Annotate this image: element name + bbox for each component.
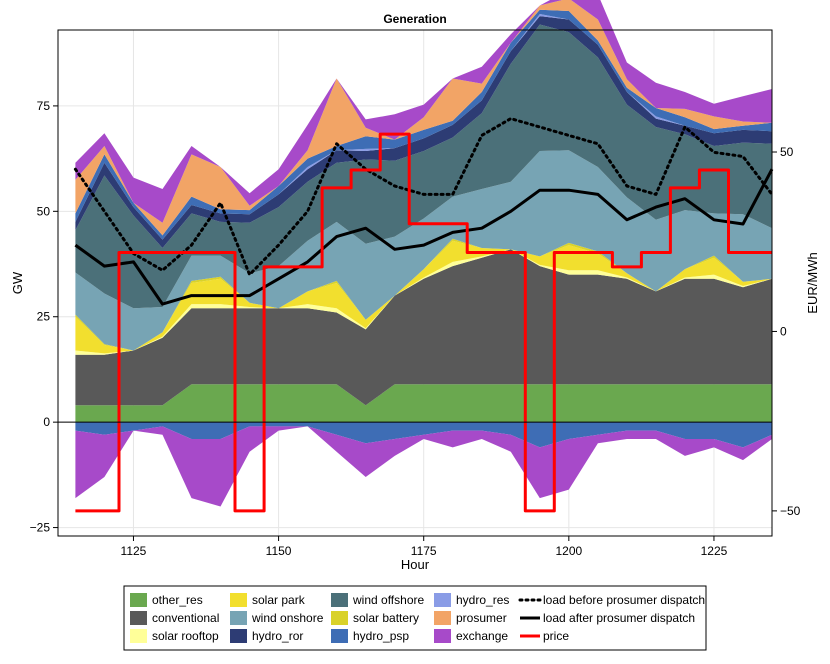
y-axis-ticks: −25 0 25 50 75: [30, 99, 58, 535]
y-tick-label--25: −25: [30, 521, 51, 535]
pos-conventional-area: [75, 249, 772, 406]
legend-label-hydro-res: hydro_res: [456, 593, 509, 607]
legend-item-load-before-prosumer-dispatch: load before prosumer dispatch: [518, 593, 705, 607]
y2-tick-label--50: −50: [780, 504, 801, 518]
x-tick-label-1175: 1175: [411, 544, 437, 558]
x-axis-ticks: 1125 1150 1175 1200 1225: [121, 536, 728, 558]
chart-title: Generation: [383, 12, 446, 26]
legend-swatch-other-res: [130, 593, 147, 607]
legend-swatch-solar-rooftop: [130, 629, 147, 643]
legend-item-prosumer: prosumer: [434, 611, 507, 625]
legend-item-load-after-prosumer-dispatch: load after prosumer dispatch: [520, 611, 695, 625]
y2-axis-label: EUR/MWh: [805, 252, 820, 313]
legend-label-prosumer: prosumer: [456, 611, 507, 625]
legend-item-other-res: other_res: [130, 593, 203, 607]
x-tick-label-1125: 1125: [121, 544, 147, 558]
x-axis-label: Hour: [401, 557, 430, 572]
pos-exchange-area: [75, 0, 772, 223]
legend-item-exchange: exchange: [434, 629, 508, 643]
pos-hydro-ror-area: [75, 16, 772, 248]
legend-swatch-hydro-ror: [230, 629, 247, 643]
pos-wind-offshore-area: [75, 24, 772, 309]
plot-frame: [57, 29, 773, 537]
legend-swatch-wind-offshore: [331, 593, 348, 607]
legend-label-conventional: conventional: [152, 611, 219, 625]
legend-item-wind-onshore: wind onshore: [230, 611, 324, 625]
legend-label-hydro-ror: hydro_ror: [252, 629, 303, 643]
legend-item-solar-park: solar park: [230, 593, 306, 607]
legend-label-exchange: exchange: [456, 629, 508, 643]
y2-axis-ticks: −50 0 50: [772, 145, 801, 518]
legend-label-wind-onshore: wind onshore: [251, 611, 324, 625]
legend-item-price: price: [520, 629, 569, 643]
legend-label-load-before-prosumer-dispatch: load before prosumer dispatch: [543, 593, 705, 607]
legend-label-solar-battery: solar battery: [353, 611, 419, 625]
y-tick-label-25: 25: [37, 310, 51, 324]
pos-prosumer-area: [75, 0, 772, 236]
legend-label-hydro-psp: hydro_psp: [353, 629, 409, 643]
legend-label-other-res: other_res: [152, 593, 203, 607]
legend-label-solar-park: solar park: [252, 593, 306, 607]
pos-wind-onshore-area: [75, 150, 772, 351]
load-and-price-lines: [73, 117, 774, 513]
legend-item-hydro-psp: hydro_psp: [331, 629, 409, 643]
x-tick-label-1200: 1200: [555, 544, 582, 558]
legend-swatch-prosumer: [434, 611, 451, 625]
legend: other_res conventional solar rooftop solar …: [123, 585, 707, 651]
legend-item-hydro-ror: hydro_ror: [230, 629, 303, 643]
y-tick-label-0: 0: [43, 415, 50, 429]
legend-swatch-conventional: [130, 611, 147, 625]
legend-swatch-solar-park: [230, 593, 247, 607]
load-before-prosumer-dispatch-line: [73, 117, 774, 277]
legend-swatch-hydro-res: [434, 593, 451, 607]
x-tick-label-1225: 1225: [701, 544, 728, 558]
pos-other-res-area: [75, 384, 772, 423]
y2-tick-label-0: 0: [780, 324, 787, 338]
legend-swatch-exchange: [434, 629, 451, 643]
y-tick-label-50: 50: [37, 204, 51, 218]
neg-exchange-area: [75, 426, 772, 507]
y-tick-label-75: 75: [37, 99, 51, 113]
legend-item-conventional: conventional: [130, 611, 219, 625]
legend-item-hydro-res: hydro_res: [434, 593, 509, 607]
legend-label-wind-offshore: wind offshore: [352, 593, 424, 607]
legend-swatch-solar-battery: [331, 611, 348, 625]
legend-label-price: price: [543, 629, 569, 643]
neg-hydro-psp-area: [75, 422, 772, 448]
legend-swatch-hydro-psp: [331, 629, 348, 643]
legend-swatch-wind-onshore: [230, 611, 247, 625]
x-tick-label-1150: 1150: [266, 544, 292, 558]
pos-solar-park-area: [75, 240, 772, 354]
load-after-prosumer-dispatch-line: [74, 168, 774, 306]
legend-box: [123, 585, 707, 651]
legend-item-solar-rooftop: solar rooftop: [130, 629, 219, 643]
legend-label-load-after-prosumer-dispatch: load after prosumer dispatch: [543, 611, 695, 625]
legend-label-solar-rooftop: solar rooftop: [152, 629, 219, 643]
y2-tick-label-50: 50: [780, 145, 794, 159]
legend-item-solar-battery: solar battery: [331, 611, 419, 625]
y-axis-label: GW: [10, 271, 25, 294]
stacked-areas: [75, 0, 772, 507]
legend-item-wind-offshore: wind offshore: [331, 593, 424, 607]
pos-hydro-psp-area: [75, 9, 772, 240]
price-line: [75, 132, 772, 513]
